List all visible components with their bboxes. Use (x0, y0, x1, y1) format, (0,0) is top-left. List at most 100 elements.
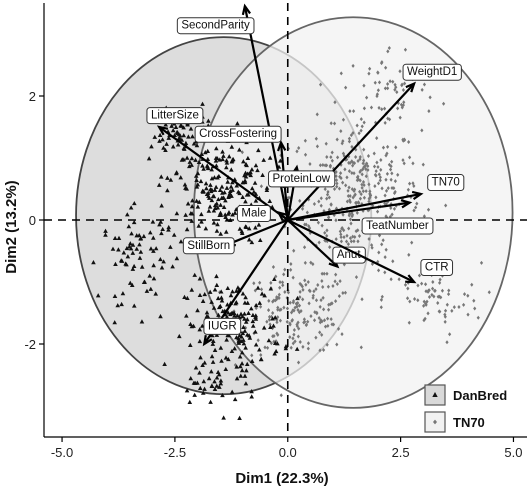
point-tn70 (275, 320, 279, 325)
point-tn70 (444, 203, 448, 208)
point-tn70 (295, 304, 299, 309)
point-tn70 (384, 214, 388, 219)
point-danbred (181, 133, 187, 138)
point-tn70 (363, 163, 367, 168)
point-tn70 (334, 170, 338, 175)
point-tn70 (339, 235, 343, 240)
point-danbred (219, 298, 225, 303)
point-tn70 (416, 298, 420, 303)
point-tn70 (318, 320, 322, 325)
point-tn70 (299, 282, 303, 287)
point-danbred (195, 308, 200, 313)
point-tn70 (394, 145, 398, 150)
point-tn70 (384, 188, 389, 193)
point-danbred (225, 310, 231, 315)
point-tn70 (329, 317, 333, 322)
point-tn70 (275, 295, 279, 300)
point-tn70 (320, 223, 324, 228)
point-danbred (197, 292, 203, 298)
point-tn70 (326, 284, 330, 289)
point-tn70 (332, 186, 337, 191)
point-tn70 (325, 233, 329, 238)
point-danbred (226, 193, 232, 198)
point-tn70 (426, 207, 431, 212)
point-danbred (170, 128, 176, 133)
point-tn70 (443, 308, 448, 313)
point-tn70 (345, 199, 349, 204)
point-tn70 (383, 193, 387, 198)
point-tn70 (304, 323, 308, 328)
point-tn70 (370, 261, 375, 266)
point-tn70 (389, 205, 393, 210)
point-danbred (264, 185, 270, 190)
point-tn70 (297, 310, 301, 315)
point-danbred (209, 197, 215, 203)
point-danbred (250, 312, 256, 317)
loading-anut: Anut (287, 219, 366, 269)
point-danbred (234, 376, 240, 381)
point-tn70 (358, 178, 362, 183)
point-tn70 (320, 271, 324, 276)
point-tn70 (285, 306, 290, 311)
point-danbred (249, 239, 255, 245)
point-tn70 (319, 203, 323, 208)
point-danbred (196, 199, 202, 204)
point-tn70 (355, 210, 359, 215)
point-tn70 (278, 285, 282, 290)
legend-triangle-marker (432, 392, 438, 397)
point-danbred (244, 368, 249, 373)
point-danbred (229, 167, 234, 172)
point-danbred (203, 150, 208, 155)
point-tn70 (402, 100, 406, 105)
point-tn70 (420, 281, 424, 286)
loading-label-box (420, 259, 454, 276)
point-tn70 (319, 298, 323, 303)
arrow-head (276, 210, 288, 222)
point-tn70 (379, 61, 384, 66)
point-danbred (131, 303, 137, 308)
point-danbred (221, 204, 227, 209)
point-danbred (229, 348, 235, 354)
point-tn70 (347, 226, 351, 231)
point-tn70 (436, 301, 440, 306)
point-tn70 (322, 318, 327, 323)
point-danbred (151, 235, 156, 240)
point-tn70 (392, 191, 397, 196)
point-danbred (185, 122, 190, 127)
point-tn70 (253, 288, 257, 293)
point-danbred (184, 227, 190, 232)
point-tn70 (369, 105, 374, 110)
point-tn70 (322, 271, 326, 276)
loading-crossfostering: CrossFostering (194, 125, 289, 221)
point-danbred (216, 173, 222, 179)
point-danbred (234, 335, 239, 340)
point-tn70 (274, 274, 278, 279)
point-danbred (235, 313, 240, 318)
loading-proteinlow: ProteinLow (268, 164, 336, 221)
point-danbred (182, 182, 188, 187)
point-danbred (225, 332, 230, 338)
point-tn70 (334, 237, 338, 242)
point-tn70 (303, 278, 307, 283)
point-tn70 (433, 288, 437, 293)
point-tn70 (335, 342, 339, 347)
point-tn70 (348, 198, 352, 203)
point-danbred (151, 263, 156, 268)
point-tn70 (430, 286, 435, 291)
point-tn70 (297, 146, 301, 151)
point-tn70 (377, 233, 382, 238)
point-danbred (195, 171, 201, 176)
point-danbred (174, 255, 180, 261)
point-danbred (237, 190, 242, 196)
point-tn70 (346, 194, 350, 199)
point-danbred (160, 137, 165, 142)
point-tn70 (401, 87, 406, 92)
arrow-head (405, 81, 416, 93)
point-tn70 (288, 335, 292, 340)
point-danbred (243, 345, 248, 350)
point-tn70 (266, 308, 271, 313)
point-tn70 (279, 153, 283, 158)
x-tick-label: 0.0 (279, 445, 297, 460)
arrow-head (241, 3, 251, 16)
point-danbred (215, 295, 221, 301)
